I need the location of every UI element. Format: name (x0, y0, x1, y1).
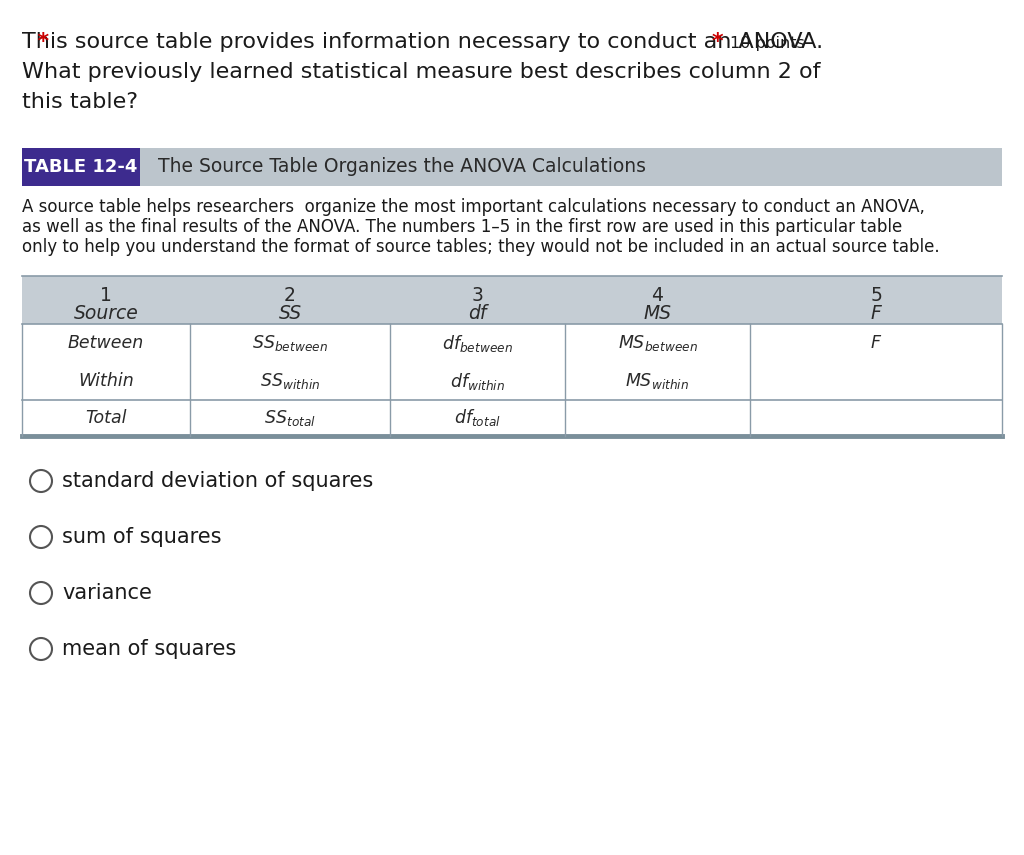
Text: Between: Between (68, 334, 144, 352)
Text: MS$_{within}$: MS$_{within}$ (626, 371, 689, 391)
Text: 2: 2 (284, 286, 296, 305)
Text: $df_{between}$: $df_{between}$ (442, 333, 513, 353)
Text: Total: Total (85, 409, 127, 427)
Text: $df_{within}$: $df_{within}$ (450, 370, 505, 392)
Text: sum of squares: sum of squares (62, 527, 221, 547)
Bar (22, 324, 1002, 362)
Bar (22, 400, 1002, 436)
Text: 1: 1 (100, 286, 112, 305)
Text: as well as the final results of the ANOVA. The numbers 1–5 in the first row are : as well as the final results of the ANOV… (22, 218, 902, 236)
Text: Source: Source (74, 304, 138, 323)
Text: Within: Within (78, 372, 134, 390)
Text: $df_{total}$: $df_{total}$ (454, 408, 501, 428)
Text: 10 points: 10 points (730, 36, 805, 51)
Text: df: df (468, 304, 486, 323)
Text: mean of squares: mean of squares (62, 639, 237, 659)
Text: This source table provides information necessary to conduct an ANOVA.: This source table provides information n… (22, 32, 823, 52)
Bar (22, 276, 1002, 324)
Text: 5: 5 (870, 286, 882, 305)
Bar (22, 148, 140, 186)
Text: *: * (22, 32, 57, 52)
Text: MS$_{between}$: MS$_{between}$ (617, 333, 697, 353)
Text: SS: SS (279, 304, 301, 323)
Text: *: * (712, 32, 724, 52)
Text: TABLE 12-4: TABLE 12-4 (25, 158, 137, 176)
Bar (140, 148, 1002, 186)
Text: MS: MS (643, 304, 672, 323)
Text: SS$_{within}$: SS$_{within}$ (260, 371, 321, 391)
Text: F: F (871, 334, 881, 352)
Text: this table?: this table? (22, 92, 138, 112)
Text: SS$_{total}$: SS$_{total}$ (264, 408, 316, 428)
Text: 4: 4 (651, 286, 664, 305)
Text: F: F (870, 304, 882, 323)
Text: 3: 3 (472, 286, 483, 305)
Text: A source table helps researchers  organize the most important calculations neces: A source table helps researchers organiz… (22, 198, 925, 216)
Text: only to help you understand the format of source tables; they would not be inclu: only to help you understand the format o… (22, 238, 940, 256)
Text: variance: variance (62, 583, 152, 603)
Bar (22, 362, 1002, 400)
Text: The Source Table Organizes the ANOVA Calculations: The Source Table Organizes the ANOVA Cal… (158, 157, 646, 176)
Text: SS$_{between}$: SS$_{between}$ (252, 333, 328, 353)
Text: standard deviation of squares: standard deviation of squares (62, 471, 374, 491)
Text: What previously learned statistical measure best describes column 2 of: What previously learned statistical meas… (22, 62, 820, 82)
